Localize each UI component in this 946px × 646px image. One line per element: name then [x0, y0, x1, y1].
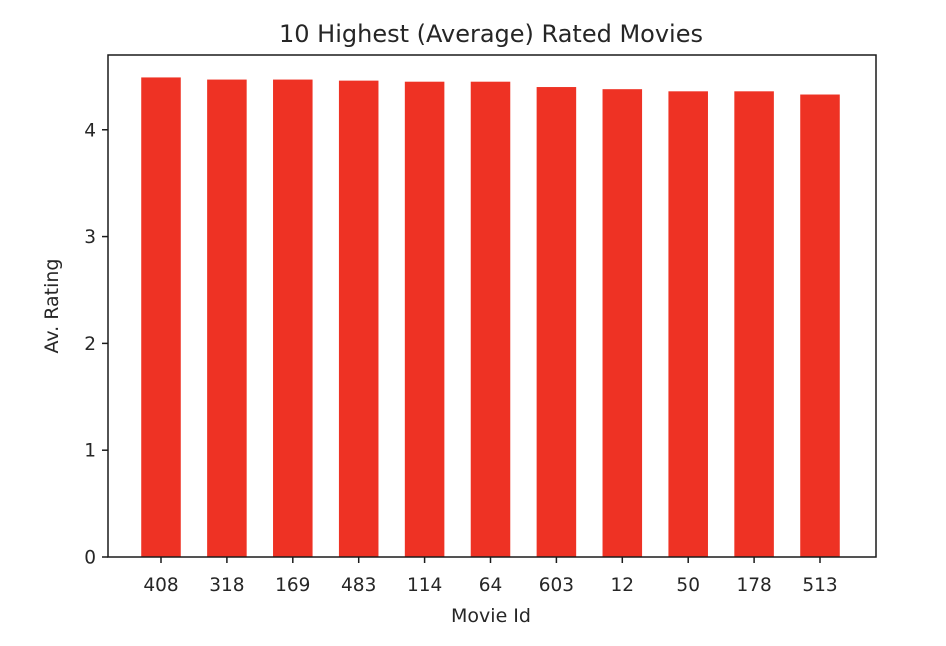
bar-169 [273, 79, 313, 557]
bar-483 [338, 80, 379, 557]
x-tick-label: 50 [676, 575, 700, 596]
x-axis-label: Movie Id [451, 605, 531, 627]
bar-178 [734, 91, 774, 557]
bar-408 [141, 77, 181, 558]
x-tick-label: 408 [143, 575, 178, 596]
y-tick-label: 1 [84, 441, 96, 462]
bar-603 [536, 87, 577, 557]
y-axis-ticks: 0 1 2 3 4 [84, 120, 108, 569]
chart-title: 10 Highest (Average) Rated Movies [279, 20, 703, 48]
y-tick-label: 3 [84, 227, 96, 248]
bar-64 [470, 81, 511, 557]
x-tick-label: 483 [341, 575, 376, 596]
bar-50 [668, 91, 708, 557]
y-tick-label: 0 [84, 548, 96, 569]
x-tick-label: 114 [407, 575, 442, 596]
bar-318 [207, 79, 247, 557]
x-tick-label: 178 [736, 575, 771, 596]
bar-114 [404, 81, 445, 557]
x-tick-label: 513 [802, 575, 837, 596]
bar-12 [602, 89, 643, 558]
x-tick-label: 169 [275, 575, 310, 596]
y-axis-label: Av. Rating [41, 259, 63, 354]
bar-513 [800, 94, 840, 558]
y-tick-label: 4 [84, 120, 96, 141]
x-axis-ticks: 408 318 169 483 114 64 603 12 50 178 513 [143, 557, 838, 596]
x-tick-label: 603 [539, 575, 574, 596]
bars-group [141, 77, 840, 558]
y-tick-label: 2 [84, 334, 96, 355]
x-tick-label: 12 [611, 575, 635, 596]
x-tick-label: 318 [209, 575, 244, 596]
plot-frame [107, 54, 877, 558]
x-tick-label: 64 [479, 575, 503, 596]
